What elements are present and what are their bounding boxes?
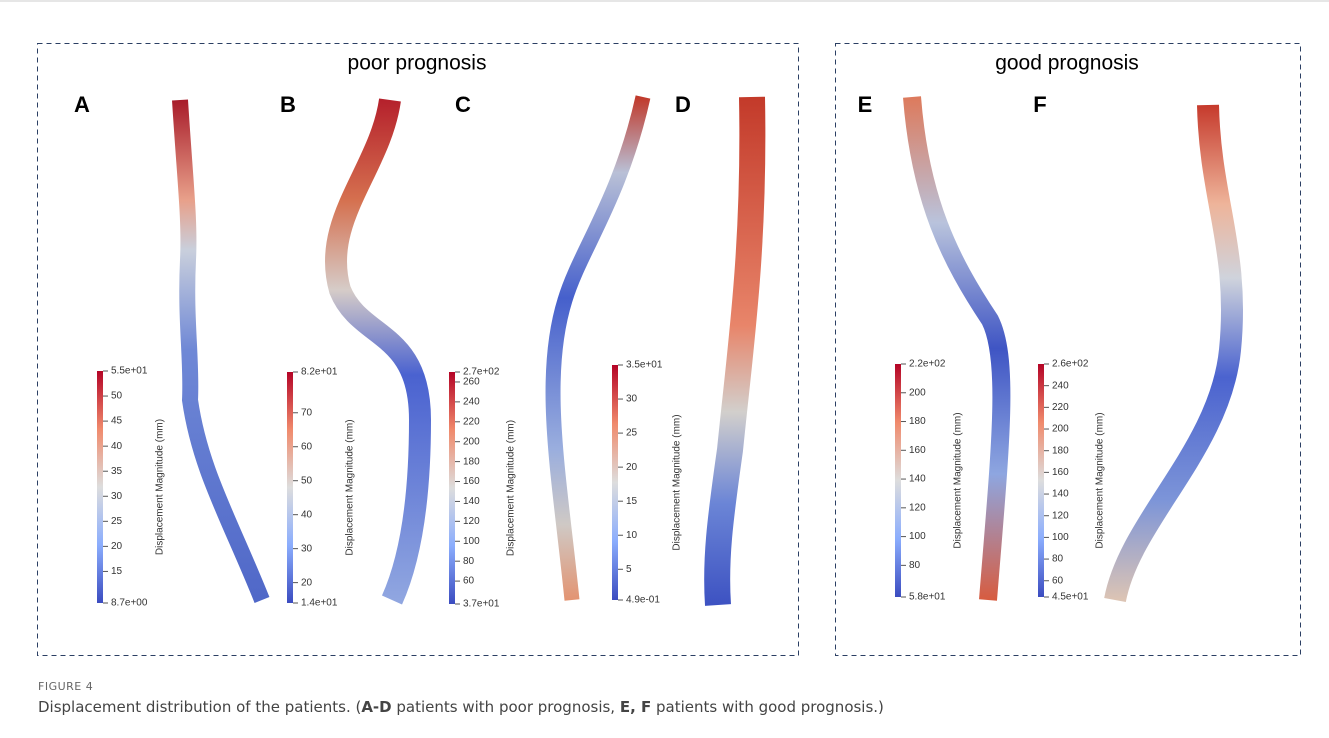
colorbar-tick-label: 60: [1052, 575, 1064, 586]
colorbar-tick-label: 1.4e+01: [301, 598, 338, 609]
colorbar-tick-label: 160: [1052, 467, 1069, 478]
colorbar-label: Displacement Magnitude (mm): [345, 419, 356, 555]
colorbar-tick-label: 30: [626, 394, 638, 405]
colorbar-tick-label: 20: [626, 462, 638, 473]
group-title: good prognosis: [995, 52, 1139, 75]
colorbar-tick-label: 120: [909, 502, 926, 513]
colorbar-tick-label: 45: [111, 416, 123, 427]
caption-text: patients with good prognosis.): [651, 698, 884, 716]
colorbar-tick-label: 140: [909, 474, 926, 485]
colorbar-tick-label: 80: [1052, 554, 1064, 565]
colorbar-tick-label: 35: [111, 466, 123, 477]
colorbar-tick-label: 2.2e+02: [909, 359, 946, 370]
colorbar-tick-label: 140: [1052, 489, 1069, 500]
group-title: poor prognosis: [348, 52, 487, 75]
colorbar-tick-label: 180: [463, 456, 480, 467]
colorbar-tick-label: 8.7e+00: [111, 598, 148, 609]
colorbar-tick-label: 5.8e+01: [909, 592, 946, 603]
colorbar-tick-label: 5: [626, 564, 632, 575]
colorbar-tick-label: 60: [301, 441, 313, 452]
group-box: [38, 44, 799, 656]
caption-text: Displacement distribution of the patient…: [38, 698, 361, 716]
caption-bold: A-D: [361, 698, 391, 716]
colorbar: [1038, 364, 1044, 597]
colorbar-tick-label: 10: [626, 530, 638, 541]
colorbar-label: Displacement Magnitude (mm): [672, 414, 683, 550]
vessel: [717, 97, 752, 605]
vessel: [553, 97, 643, 600]
colorbar-tick-label: 50: [111, 391, 123, 402]
colorbar-tick-label: 2.6e+02: [1052, 359, 1089, 370]
colorbar-tick-label: 200: [1052, 424, 1069, 435]
colorbar-tick-label: 30: [111, 491, 123, 502]
colorbar-tick-label: 60: [463, 576, 475, 587]
colorbar-tick-label: 180: [909, 416, 926, 427]
panel-letter: D: [675, 92, 691, 117]
panel-letter: E: [858, 92, 873, 117]
colorbar-tick-label: 20: [301, 577, 313, 588]
colorbar-tick-label: 40: [111, 441, 123, 452]
vessels: [180, 97, 1232, 605]
panel-letter: A: [74, 92, 90, 117]
colorbar-tick-label: 240: [1052, 380, 1069, 391]
colorbar-tick-label: 4.9e-01: [626, 595, 660, 606]
colorbar-tick-label: 220: [463, 416, 480, 427]
colorbar-tick-label: 220: [1052, 402, 1069, 413]
colorbar-tick-label: 80: [463, 556, 475, 567]
colorbar-tick-label: 120: [463, 516, 480, 527]
colorbar-label: Displacement Magnitude (mm): [1095, 412, 1106, 548]
colorbar-tick-label: 3.5e+01: [626, 360, 663, 371]
colorbar-tick-label: 100: [1052, 532, 1069, 543]
colorbar-tick-label: 80: [909, 560, 921, 571]
colorbar-tick-label: 5.5e+01: [111, 366, 148, 377]
figure: poor prognosis good prognosis A 5.5e+01 8.…: [0, 0, 1329, 670]
colorbar-tick-label: 140: [463, 496, 480, 507]
page: poor prognosis good prognosis A 5.5e+01 8.…: [0, 0, 1329, 738]
colorbar: [895, 364, 901, 597]
colorbar-tick-label: 40: [301, 509, 313, 520]
colorbar-tick-label: 15: [111, 566, 123, 577]
colorbar-tick-label: 25: [626, 428, 638, 439]
colorbar-tick-label: 260: [463, 377, 480, 388]
colorbar-tick-label: 120: [1052, 510, 1069, 521]
colorbar-tick-label: 30: [301, 543, 313, 554]
colorbar-tick-label: 200: [909, 387, 926, 398]
colorbar: [612, 365, 618, 600]
colorbar: [97, 371, 103, 603]
colorbar-tick-label: 180: [1052, 445, 1069, 456]
panel-letter: B: [280, 92, 296, 117]
figure-label: FIGURE 4: [38, 680, 93, 693]
colorbar-tick-label: 100: [909, 531, 926, 542]
colorbar-tick-label: 20: [111, 541, 123, 552]
colorbar-tick-label: 4.5e+01: [1052, 592, 1089, 603]
colorbar-tick-label: 240: [463, 397, 480, 408]
caption-text: patients with poor prognosis,: [392, 698, 620, 716]
colorbar: [449, 372, 455, 604]
colorbar-label: Displacement Magnitude (mm): [953, 412, 964, 548]
caption-bold: E, F: [620, 698, 651, 716]
colorbar-label: Displacement Magnitude (mm): [506, 420, 517, 556]
colorbar-tick-label: 25: [111, 516, 123, 527]
colorbar-tick-label: 160: [909, 445, 926, 456]
colorbar-tick-label: 50: [301, 475, 313, 486]
panel-letter: F: [1033, 92, 1046, 117]
colorbar-tick-label: 3.7e+01: [463, 599, 500, 610]
vessel: [1115, 105, 1232, 600]
colorbar-tick-label: 70: [301, 407, 313, 418]
colorbar-label: Displacement Magnitude (mm): [155, 419, 166, 555]
colorbar-tick-label: 100: [463, 536, 480, 547]
colorbar-tick-label: 8.2e+01: [301, 367, 338, 378]
colorbar-tick-label: 160: [463, 476, 480, 487]
figure-caption: Displacement distribution of the patient…: [38, 698, 884, 716]
vessel: [180, 100, 262, 600]
panel-letter: C: [455, 92, 471, 117]
colorbar: [287, 372, 293, 603]
colorbar-tick-label: 15: [626, 496, 638, 507]
colorbar-tick-label: 200: [463, 436, 480, 447]
